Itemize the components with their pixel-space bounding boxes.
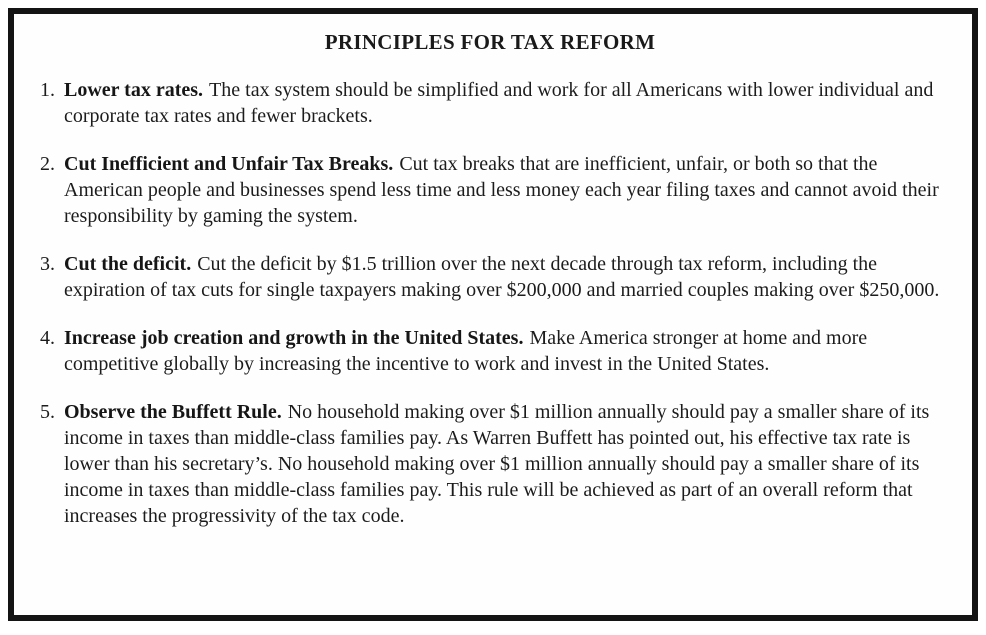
item-text: Cut Inefficient and Unfair Tax Breaks. Cu… <box>64 151 950 229</box>
item-text: Increase job creation and growth in the … <box>64 325 950 377</box>
item-body: Cut tax breaks that are inefficient, unf… <box>64 153 939 227</box>
item-number: 4. <box>40 327 55 349</box>
panel-title: PRINCIPLES FOR TAX REFORM <box>324 30 656 54</box>
item-body: Make America stronger at home and more c… <box>64 327 868 375</box>
item-body: Cut the deficit by $1.5 trillion over th… <box>64 253 940 301</box>
item-lead: Cut Inefficient and Unfair Tax Breaks. <box>64 153 394 175</box>
item-number: 1. <box>40 79 55 101</box>
principles-list: 1. Lower tax rates. The tax system should… <box>30 77 950 529</box>
item-lead: Cut the deficit. <box>64 253 192 275</box>
item-number: 3. <box>40 253 55 275</box>
principles-panel: PRINCIPLES FOR TAX REFORM 1. Lower tax r… <box>8 8 978 621</box>
item-number: 2. <box>40 153 55 175</box>
list-item: 5. Observe the Buffett Rule. No household… <box>30 399 950 529</box>
list-item: 3. Cut the deficit. Cut the deficit by $1… <box>30 251 950 303</box>
item-text: Lower tax rates. The tax system should be… <box>64 77 950 129</box>
list-item: 2. Cut Inefficient and Unfair Tax Breaks… <box>30 151 950 229</box>
item-body: No household making over $1 million annu… <box>64 401 930 527</box>
item-text: Observe the Buffett Rule. No household ma… <box>64 399 950 529</box>
item-lead: Observe the Buffett Rule. <box>64 401 282 423</box>
item-text: Cut the deficit. Cut the deficit by $1.5 … <box>64 251 950 303</box>
list-item: 4. Increase job creation and growth in t… <box>30 325 950 377</box>
item-lead: Lower tax rates. <box>64 79 204 101</box>
list-item: 1. Lower tax rates. The tax system should… <box>30 77 950 129</box>
item-body: The tax system should be simplified and … <box>64 79 934 127</box>
item-number: 5. <box>40 401 55 423</box>
item-lead: Increase job creation and growth in the … <box>64 327 524 349</box>
